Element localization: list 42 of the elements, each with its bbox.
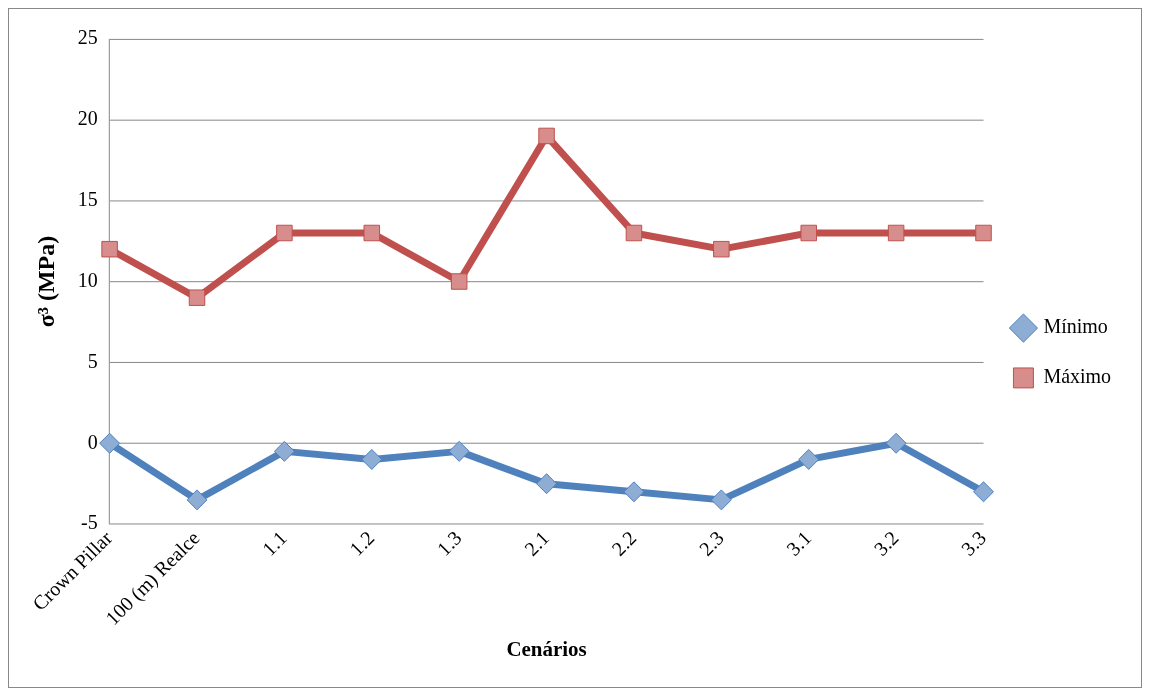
point [536, 473, 558, 495]
y-tick-label: 5 [87, 349, 98, 372]
point [885, 432, 907, 454]
legend-label: Mínimo [1043, 315, 1108, 338]
point [973, 481, 994, 503]
x-tick-label: 3.1 [782, 526, 816, 560]
point [887, 224, 905, 242]
point [713, 240, 730, 258]
x-axis-title: Cenários [506, 636, 587, 661]
y-tick-label: 15 [77, 187, 98, 210]
y-tick-label: -5 [81, 511, 98, 534]
point [625, 224, 643, 242]
point [186, 489, 208, 511]
x-tick-label: 1.2 [345, 526, 379, 560]
x-tick-label: 2.1 [519, 526, 554, 560]
point [450, 273, 468, 290]
x-tick-label: 1.1 [257, 526, 291, 560]
y-tick-label: 20 [77, 107, 98, 130]
point [538, 127, 555, 145]
point [975, 224, 992, 242]
y-tick-label: 25 [77, 26, 98, 49]
point [800, 224, 817, 242]
point [276, 224, 293, 242]
point [448, 440, 470, 462]
x-tick-label: 2.3 [694, 526, 728, 560]
x-tick-label: 3.2 [869, 526, 903, 560]
legend-label: Máximo [1043, 365, 1112, 388]
y-axis-title: σ³ (MPa) [32, 235, 59, 328]
point [273, 440, 295, 462]
x-tick-label: 1.3 [432, 526, 466, 560]
point [710, 489, 732, 511]
point [623, 481, 645, 503]
y-tick-label: 0 [87, 430, 98, 453]
x-tick-label: 2.2 [607, 526, 641, 560]
point [798, 448, 820, 470]
y-tick-label: 10 [77, 268, 98, 291]
point [188, 289, 206, 306]
point [363, 224, 381, 242]
point [101, 240, 118, 258]
x-tick-label: 3.3 [956, 526, 991, 560]
point [361, 448, 383, 470]
point [99, 432, 121, 454]
